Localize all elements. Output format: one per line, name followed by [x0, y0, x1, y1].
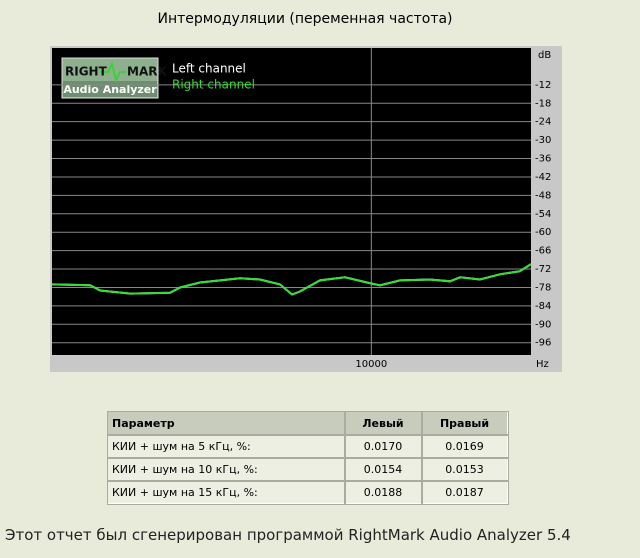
- plot-area: [52, 48, 531, 355]
- table-row: КИИ + шум на 15 кГц, %: 0.0188 0.0187: [106, 479, 509, 505]
- table-row: КИИ + шум на 10 кГц, %: 0.0154 0.0153: [106, 456, 509, 482]
- logo-text: MARK: [127, 65, 167, 79]
- y-tick-label: -72: [535, 264, 551, 275]
- y-tick-label: -42: [535, 172, 551, 183]
- x-axis-label: Hz: [536, 359, 549, 370]
- legend-entry: Left channel: [172, 62, 246, 76]
- table-cell: 0.0153: [420, 456, 509, 482]
- table-cell: Правый: [420, 410, 509, 436]
- logo: RIGHT MARK Audio Analyzer: [61, 57, 167, 99]
- legend-entry: Right channel: [172, 78, 255, 92]
- logo-text: RIGHT: [65, 65, 108, 79]
- table-cell: КИИ + шум на 15 кГц, %:: [106, 479, 346, 505]
- table-cell: 0.0154: [343, 456, 423, 482]
- results-table: Параметр Левый Правый КИИ + шум на 5 кГц, %…: [106, 410, 509, 505]
- y-tick-label: -54: [535, 209, 551, 220]
- table-cell: КИИ + шум на 10 кГц, %:: [106, 456, 346, 482]
- y-tick-label: -36: [535, 154, 551, 165]
- x-tick-label: 10000: [355, 359, 387, 370]
- y-tick-label: -90: [535, 319, 551, 330]
- y-axis-label: dB: [538, 50, 551, 61]
- footer: Этот отчет был сгенерирован программой R…: [5, 526, 571, 544]
- table-cell: 0.0169: [420, 433, 509, 459]
- table-cell: Параметр: [106, 410, 346, 436]
- table-row: КИИ + шум на 5 кГц, %: 0.0170 0.0169: [106, 433, 509, 459]
- y-tick-label: -96: [535, 338, 551, 349]
- logo-wave: [100, 61, 126, 83]
- table-cell: 0.0187: [420, 479, 509, 505]
- y-tick-label: -24: [535, 117, 551, 128]
- y-tick-label: -66: [535, 246, 551, 257]
- table-row: Параметр Левый Правый: [106, 410, 509, 436]
- y-tick-label: -84: [535, 301, 551, 312]
- table-cell: Левый: [343, 410, 423, 436]
- series-line: [51, 263, 532, 296]
- y-tick-label: -30: [535, 135, 551, 146]
- table-cell: КИИ + шум на 5 кГц, %:: [106, 433, 346, 459]
- chart: Интермодуляции (переменная частота) dB H…: [50, 11, 562, 372]
- table-cell: 0.0170: [343, 433, 423, 459]
- y-tick-label: -48: [535, 190, 551, 201]
- y-tick-label: -18: [535, 98, 551, 109]
- logo-text: Audio Analyzer: [63, 83, 157, 96]
- table-cell: 0.0188: [343, 479, 423, 505]
- y-tick-label: -78: [535, 282, 551, 293]
- chart-title: Интермодуляции (переменная частота): [157, 11, 452, 27]
- y-tick-label: -60: [535, 227, 551, 238]
- y-tick-label: -12: [535, 80, 551, 91]
